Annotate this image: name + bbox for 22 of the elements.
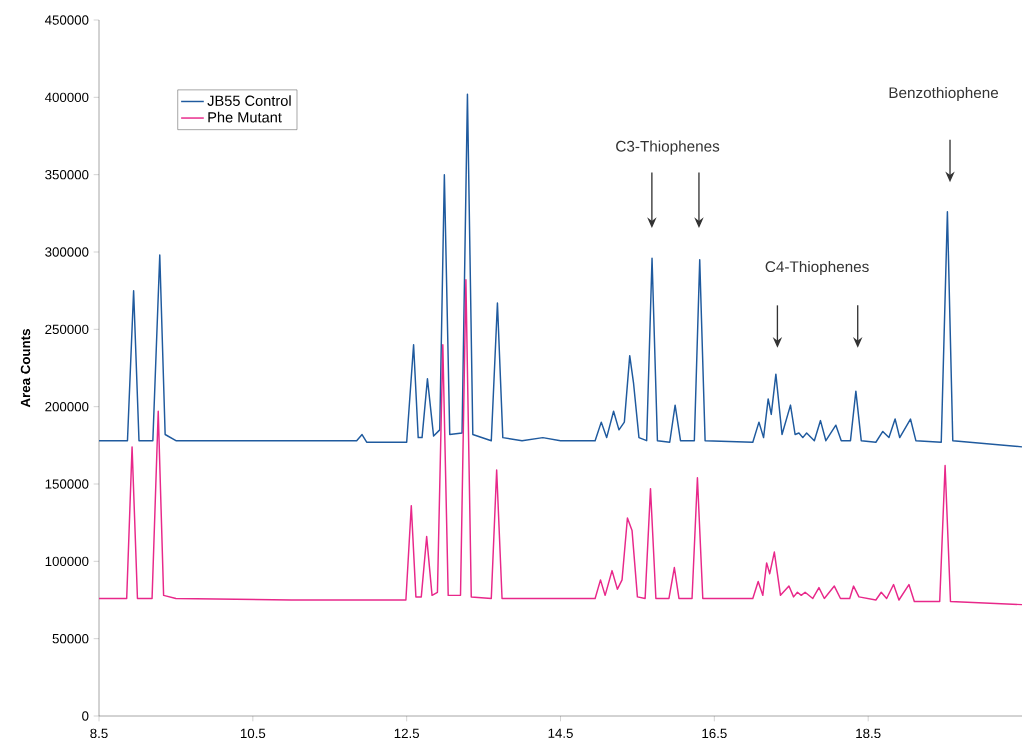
legend-label: JB55 Control <box>207 95 291 106</box>
y-tick-label: 100000 <box>45 556 89 567</box>
x-tick-label: 14.5 <box>548 728 573 738</box>
x-tick-label: 16.5 <box>702 728 727 739</box>
y-axis-title: Area Counts <box>20 329 31 408</box>
y-tick-label: 300000 <box>45 247 89 257</box>
x-tick-label: 18.5 <box>856 728 881 739</box>
legend-label: Phe Mutant <box>208 111 282 123</box>
x-tick-label: 12.5 <box>394 728 420 739</box>
y-tick-label: 50000 <box>52 633 89 644</box>
y-tick-label: 200000 <box>45 401 89 412</box>
y-tick-label: 400000 <box>44 92 89 103</box>
y-tick-label: 450000 <box>44 15 89 25</box>
annotation: C3-Thiophenes <box>616 140 720 155</box>
y-tick-label: 350000 <box>45 169 89 180</box>
y-tick-label: 150000 <box>45 479 89 489</box>
x-tick-label: 8.5 <box>90 728 108 739</box>
y-tick-label: 0 <box>82 711 89 721</box>
y-tick-label: 250000 <box>45 324 89 335</box>
x-tick-label: 10.5 <box>240 728 266 739</box>
annotation: Benzothiophene <box>889 86 999 102</box>
annotation: C4-Thiophenes <box>765 260 869 276</box>
